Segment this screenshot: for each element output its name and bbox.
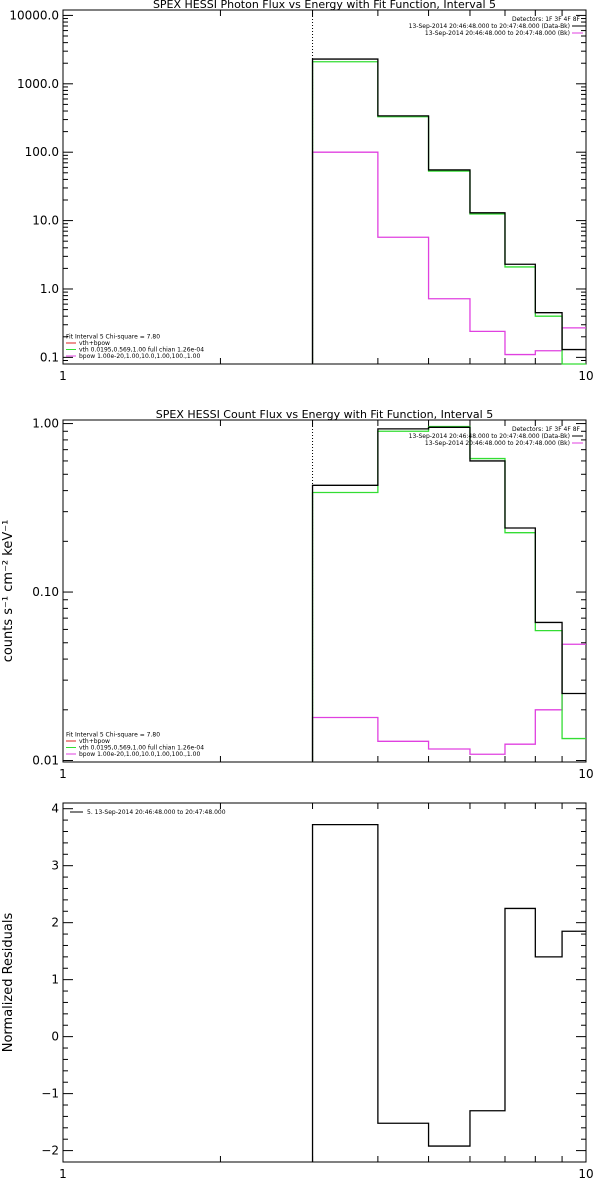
panel-2-title: SPEX HESSI Count Flux vs Energy with Fit… [156, 408, 493, 421]
panel-2-xtick-label-1: 10 [578, 767, 593, 781]
panel-2-series-vth [311, 425, 586, 762]
panel-3-ytick-label-3: 1 [51, 973, 59, 987]
panel-3-legend-text-0: 5. 13-Sep-2014 20:46:48.000 to 20:47:48.… [87, 809, 226, 816]
panel-1-ytick-label-2: 10.0 [32, 214, 59, 228]
panel-2-frame [62, 419, 587, 763]
panel-1-title: SPEX HESSI Photon Flux vs Energy with Fi… [153, 0, 496, 11]
panel-2-legend-top-text-1: 13-Sep-2014 20:46:48.000 to 20:47:48.000… [409, 433, 570, 440]
panel-1-legend-top-text-1: 13-Sep-2014 20:46:48.000 to 20:47:48.000… [409, 23, 570, 30]
panel-1-legend-bottom-text-1: vth+bpow [79, 340, 110, 347]
panel-3-ytick-label-0: −2 [41, 1144, 59, 1158]
panel-3-xtick-label-0: 1 [59, 1167, 67, 1181]
panel-1-frame [62, 9, 587, 365]
panel-1-series-bpow [311, 151, 586, 364]
panel-1-ytick-label-0: 0.1 [40, 350, 59, 364]
panel-2-legend-top-text-0: Detectors: 1F 3F 4F 8F [512, 426, 581, 433]
panel-1-ytick-label-4: 1000.0 [17, 77, 59, 91]
panel-2-series-total [311, 426, 586, 762]
panel-1-xtick-label-1: 10 [578, 369, 593, 383]
panel-1-xtick-label-0: 1 [59, 369, 67, 383]
panel-2-ytick-label-0: 0.01 [32, 754, 59, 768]
panel-3-ylabel: Normalized Residuals [1, 913, 16, 1053]
panel-1-legend-top-text-0: Detectors: 1F 3F 4F 8F [512, 16, 581, 23]
panel-2-xtick-label-0: 1 [59, 767, 67, 781]
panel-2-ylabel: counts s⁻¹ cm⁻² keV⁻¹ [1, 520, 16, 663]
panel-3-ytick-label-1: −1 [41, 1087, 59, 1101]
panel-3-frame [62, 802, 587, 1163]
panel-3-ytick-label-4: 2 [51, 916, 59, 930]
panel-1-legend-bottom-text-3: bpow 1.00e-20,1.00,10.0,1.00,100.,1.00 [79, 353, 200, 360]
panel-1-ytick-label-3: 100.0 [25, 145, 59, 159]
panel-1-ytick-label-5: 10000.0 [9, 8, 59, 22]
panel-2-legend-bottom-text-0: Fit Interval 5 Chi-square = 7.80 [66, 732, 160, 739]
panel-2-ytick-label-2: 1.00 [32, 417, 59, 431]
panel-2-series-bpow [311, 643, 586, 762]
panel-2-legend-top-text-2: 13-Sep-2014 20:46:48.000 to 20:47:48.000… [425, 440, 570, 447]
panel-1-legend-top-text-2: 13-Sep-2014 20:46:48.000 to 20:47:48.000… [425, 30, 570, 37]
panel-1-legend-bottom-text-0: Fit Interval 5 Chi-square = 7.80 [66, 334, 160, 341]
panel-1-ytick-label-1: 1.0 [40, 282, 59, 296]
panel-3-xtick-label-1: 10 [578, 1167, 593, 1181]
panel-3-ytick-label-5: 3 [51, 859, 59, 873]
panel-3-series-residuals [311, 824, 586, 1162]
panel-1-legend-bottom-text-2: vth 0.0195,0.569,1.00 full chian 1.26e-0… [79, 347, 204, 354]
panel-1-series-vth [311, 61, 586, 365]
panel-2-legend-bottom-text-2: vth 0.0195,0.569,1.00 full chian 1.26e-0… [79, 745, 204, 752]
panel-3-ytick-label-6: 4 [51, 802, 59, 816]
panel-3-ytick-label-2: 0 [51, 1030, 59, 1044]
panel-2-legend-bottom-text-1: vth+bpow [79, 738, 110, 745]
panel-2-legend-bottom-text-3: bpow 1.00e-20,1.00,10.0,1.00,100.,1.00 [79, 751, 200, 758]
panel-1-series-total [311, 58, 586, 364]
panel-2-ytick-label-1: 0.10 [32, 585, 59, 599]
